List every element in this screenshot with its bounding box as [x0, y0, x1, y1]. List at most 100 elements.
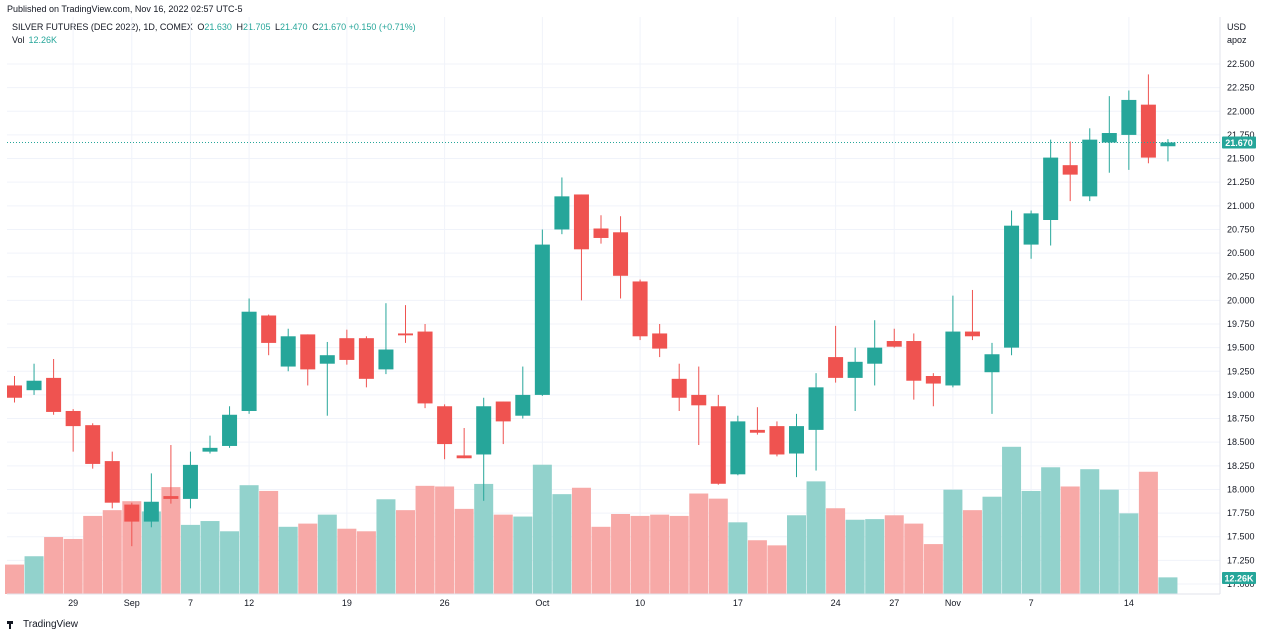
- x-tick-label: 27: [889, 598, 899, 608]
- candle-body: [573, 194, 589, 250]
- y-tick-label: 21.250: [1227, 177, 1255, 187]
- volume-bars: [5, 446, 1178, 594]
- tradingview-logo-text: TradingView: [23, 619, 79, 630]
- y-tick-label: 19.750: [1227, 319, 1255, 329]
- x-tick-label: 7: [1029, 598, 1034, 608]
- candle-body: [417, 331, 433, 404]
- y-tick-label: 20.750: [1227, 224, 1255, 234]
- volume-bar: [278, 526, 298, 594]
- volume-bar: [44, 537, 64, 594]
- candle-body: [534, 244, 550, 395]
- candle-body: [730, 421, 746, 475]
- volume-bar: [826, 508, 846, 594]
- candle-body: [1082, 139, 1098, 197]
- low-value: 21.470: [280, 22, 308, 32]
- x-tick-label: 14: [1124, 598, 1134, 608]
- volume-bar: [63, 538, 83, 594]
- volume-value: 12.26K: [28, 35, 58, 45]
- candle-body: [104, 461, 120, 503]
- x-tick-label: Nov: [945, 598, 962, 608]
- published-info: Published on TradingView.com, Nov 16, 20…: [7, 4, 243, 14]
- volume-bar: [982, 496, 1002, 594]
- x-tick-label: 24: [831, 598, 841, 608]
- candle-body: [85, 425, 101, 464]
- volume-bar: [708, 498, 728, 594]
- candle-body: [65, 410, 81, 427]
- volume-bar: [650, 514, 670, 594]
- volume-bar: [317, 514, 337, 594]
- candle-body: [1140, 104, 1156, 158]
- candle-body: [964, 331, 980, 337]
- candle-body: [1043, 157, 1059, 220]
- volume-bar: [83, 515, 103, 594]
- volume-bar: [5, 564, 24, 594]
- candle-body: [613, 232, 629, 276]
- symbol-legend: SILVER FUTURES (DEC 2022), 1D, COMEX O21…: [12, 22, 416, 32]
- candle-body: [182, 464, 198, 499]
- chart-axes: 17.00017.25017.50017.75018.00018.25018.5…: [7, 17, 1256, 608]
- volume-label[interactable]: Vol: [12, 35, 25, 45]
- y-tick-label: 18.250: [1227, 461, 1255, 471]
- volume-bar: [923, 544, 943, 594]
- candle-body: [476, 406, 492, 455]
- volume-bar: [220, 531, 240, 594]
- y-tick-label: 19.500: [1227, 343, 1255, 353]
- x-tick-label: 26: [440, 598, 450, 608]
- volume-bar: [454, 508, 474, 594]
- x-tick-label: 29: [68, 598, 78, 608]
- volume-bar: [904, 523, 924, 594]
- volume-bar: [669, 515, 689, 594]
- volume-bar: [239, 485, 259, 594]
- candle-body: [886, 341, 902, 347]
- y-tick-label: 21.000: [1227, 201, 1255, 211]
- candle-body: [437, 406, 453, 445]
- candle-body: [632, 281, 648, 337]
- candle-body: [945, 331, 961, 386]
- candle-body: [495, 401, 511, 422]
- volume-bar: [611, 514, 631, 594]
- y-tick-label: 17.500: [1227, 532, 1255, 542]
- last-price-label: 21.670: [1225, 138, 1253, 148]
- last-volume-tag: [1222, 572, 1256, 584]
- x-tick-label: 12: [244, 598, 254, 608]
- tradingview-logo[interactable]: TradingView: [7, 619, 78, 630]
- candle-body: [769, 426, 785, 455]
- candle-body: [1121, 99, 1137, 135]
- y-tick-label: 22.500: [1227, 59, 1255, 69]
- candle-body: [378, 349, 394, 370]
- volume-bar: [1060, 486, 1080, 594]
- y-tick-label: 18.500: [1227, 437, 1255, 447]
- volume-bar: [200, 521, 220, 594]
- candle-body: [867, 347, 883, 364]
- high-value: 21.705: [242, 22, 271, 32]
- candle-body: [925, 376, 941, 384]
- volume-bar: [376, 499, 396, 594]
- volume-bar: [571, 487, 591, 594]
- tradingview-logo-icon: [7, 620, 19, 629]
- last-volume-label: 12.26K: [1224, 574, 1254, 584]
- high-label: H: [236, 22, 243, 32]
- volume-bar: [259, 490, 279, 594]
- close-label: C: [312, 22, 319, 32]
- symbol-title[interactable]: SILVER FUTURES (DEC 2022), 1D, COMEX: [12, 22, 193, 32]
- volume-bar: [513, 516, 533, 594]
- candle-body: [828, 357, 844, 378]
- y-tick-label: 21.750: [1227, 130, 1255, 140]
- price-scale-currency[interactable]: USD: [1227, 22, 1247, 32]
- candle-body: [222, 414, 238, 446]
- volume-bar: [337, 528, 357, 594]
- volume-bar: [806, 481, 826, 594]
- volume-bar: [552, 494, 572, 594]
- candle-body: [358, 338, 374, 379]
- candle-body: [515, 394, 531, 416]
- volume-bar: [102, 510, 122, 594]
- candle-body: [691, 394, 707, 406]
- candle-body: [1004, 225, 1020, 348]
- candlesticks: [7, 74, 1176, 547]
- volume-bar: [1041, 467, 1061, 594]
- y-tick-label: 17.750: [1227, 508, 1255, 518]
- volume-legend: Vol 12.26K: [12, 35, 57, 45]
- volume-bar: [493, 514, 513, 594]
- price-scale-mode[interactable]: apoz: [1227, 35, 1247, 45]
